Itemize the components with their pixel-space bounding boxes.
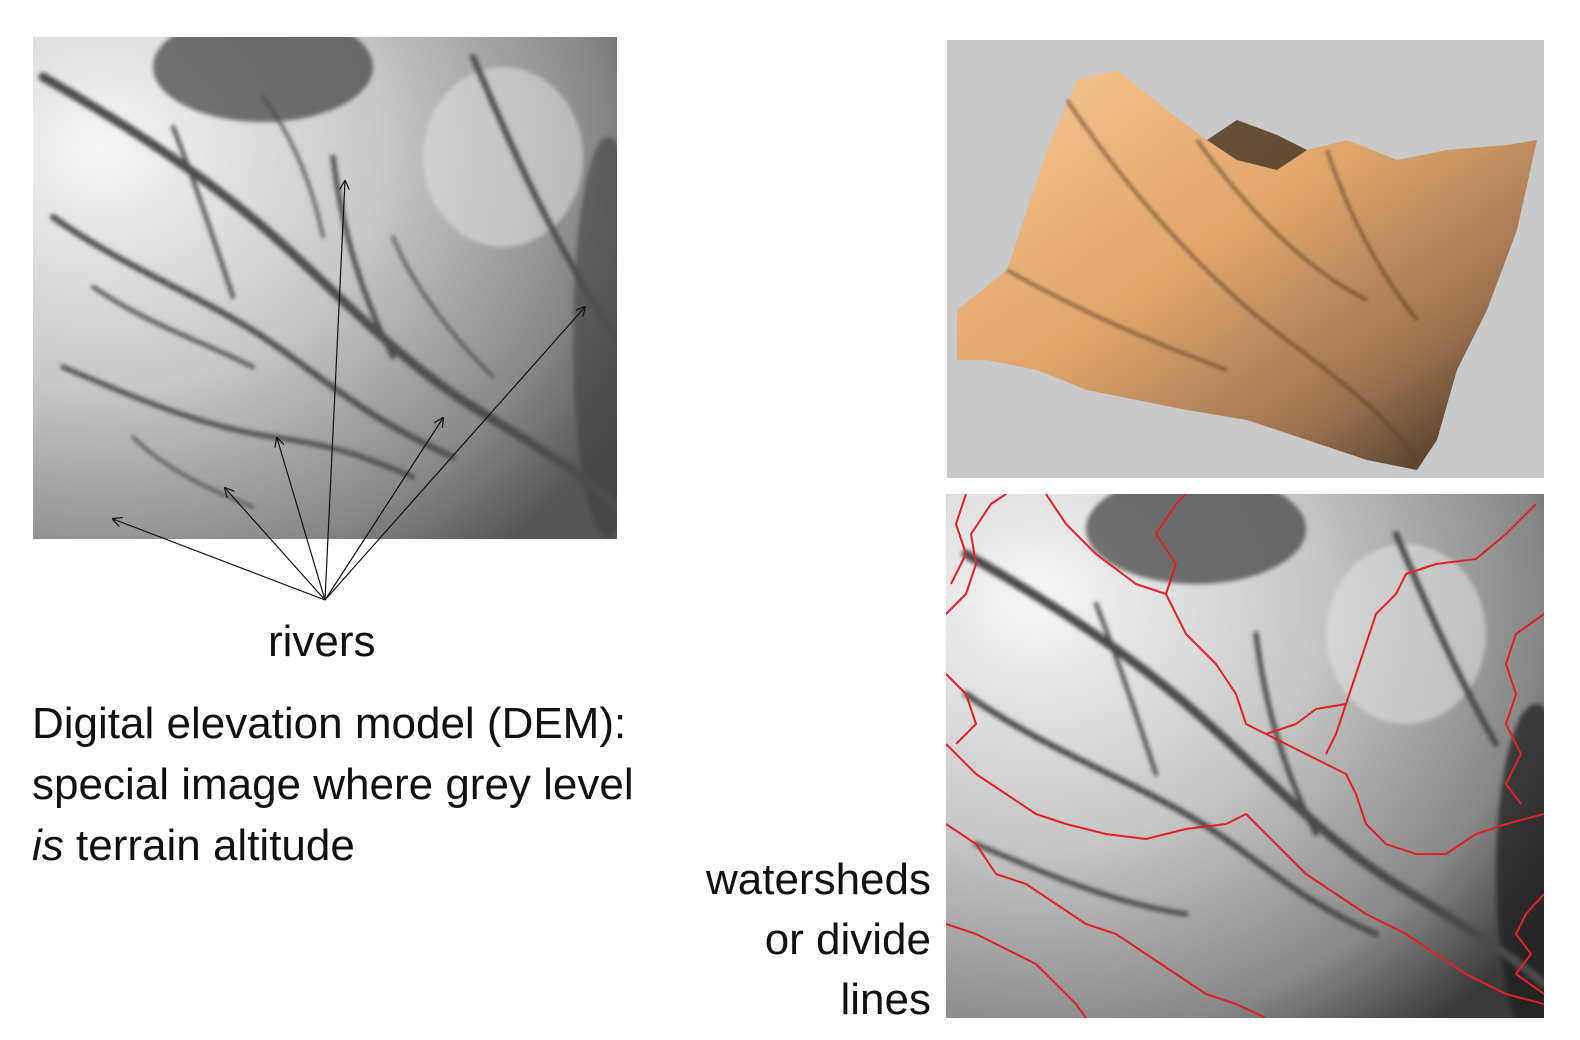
dem-with-divide-lines xyxy=(946,494,1544,1018)
caption-italic-word: is xyxy=(32,821,64,870)
terrain-3d-rendering xyxy=(947,40,1544,478)
dem-greyscale-image xyxy=(33,37,617,539)
dem-image xyxy=(33,37,617,539)
watershed-image xyxy=(946,494,1544,1018)
caption-line-3-rest: terrain altitude xyxy=(63,821,355,870)
caption-line-3: is terrain altitude xyxy=(32,815,634,876)
rivers-label: rivers xyxy=(268,617,376,666)
watershed-label-line-2: or divide xyxy=(764,915,931,964)
terrain-3d-surface xyxy=(957,70,1537,470)
divide-lines xyxy=(946,494,1544,1018)
caption-line-2: special image where grey level xyxy=(32,760,634,809)
caption-line-1: Digital elevation model (DEM): xyxy=(32,699,627,748)
dem-caption: Digital elevation model (DEM): special i… xyxy=(32,693,634,876)
watershed-label: watersheds or divide lines xyxy=(706,850,931,1030)
watershed-label-line-3: lines xyxy=(840,975,932,1024)
watershed-label-line-1: watersheds xyxy=(705,855,931,904)
